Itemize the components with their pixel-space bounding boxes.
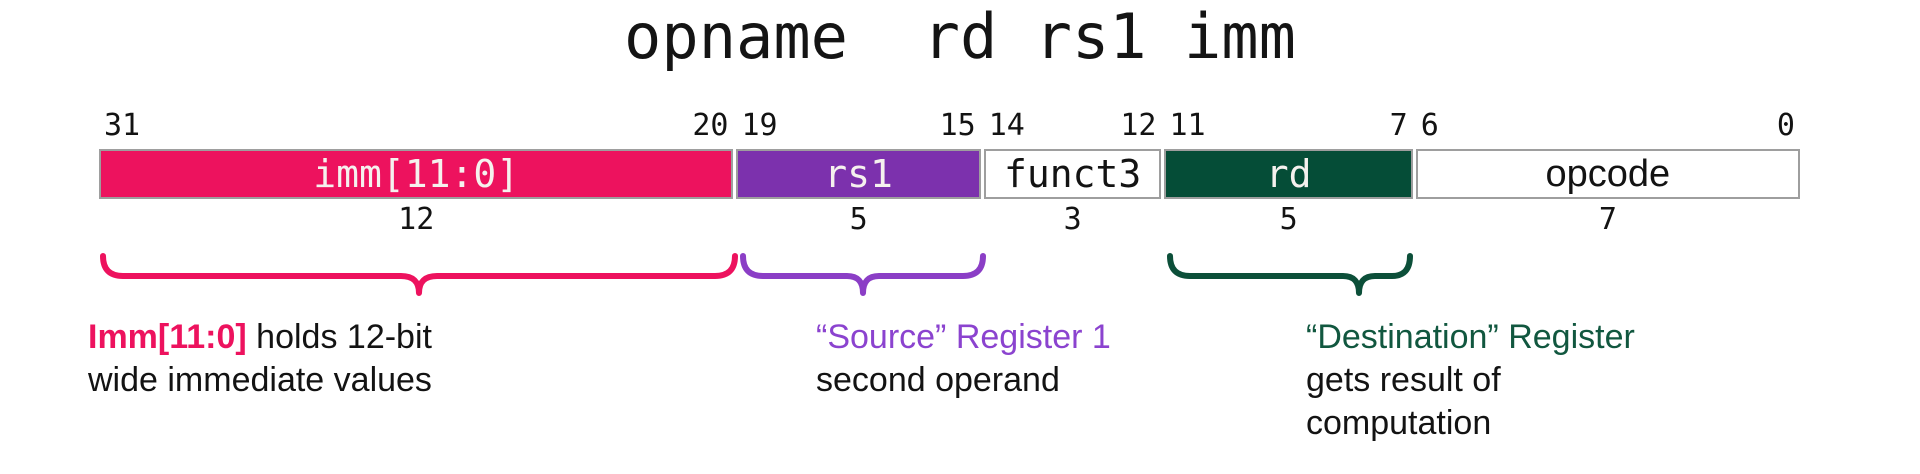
annotation-rs1: “Source” Register 1 second operand <box>816 316 1111 402</box>
field-bit-width: 7 <box>1598 202 1617 237</box>
bitfield-bar: 31 20 imm[11:0] 12 19 15 rs1 5 14 12 <box>99 110 1800 236</box>
underbrace-imm <box>99 250 739 300</box>
field-funct3-bit-range: 14 12 <box>984 110 1162 142</box>
bit-lo-label: 0 <box>1776 108 1795 143</box>
field-opcode: 6 0 opcode 7 <box>1415 110 1800 237</box>
bit-hi-label: 14 <box>988 108 1025 143</box>
field-rd-bit-range: 11 7 <box>1164 110 1412 142</box>
field-box-rs1: rs1 <box>736 149 981 199</box>
annotation-rd: “Destination” Register gets result of co… <box>1306 316 1635 445</box>
annotation-rd-line2: gets result of <box>1306 361 1501 399</box>
bit-lo-label: 7 <box>1389 108 1408 143</box>
field-box-funct3: funct3 <box>983 149 1162 199</box>
field-box-rd: rd <box>1164 149 1413 199</box>
field-label: imm[11:0] <box>313 152 520 196</box>
annotation-rd-line3: computation <box>1306 404 1492 442</box>
field-imm: 31 20 imm[11:0] 12 <box>99 110 734 237</box>
bit-hi-label: 11 <box>1169 108 1206 143</box>
annotation-rd-line1: “Destination” Register <box>1306 318 1635 356</box>
field-label: rd <box>1265 152 1312 196</box>
field-rs1: 19 15 rs1 5 <box>736 110 981 237</box>
bit-lo-label: 15 <box>939 108 976 143</box>
bit-hi-label: 31 <box>104 108 141 143</box>
annotation-imm-highlight: Imm[11:0] <box>88 318 247 356</box>
field-box-opcode: opcode <box>1415 149 1800 199</box>
field-label: funct3 <box>1003 152 1142 196</box>
field-rd: 11 7 rd 5 <box>1164 110 1413 237</box>
bit-lo-label: 20 <box>692 108 729 143</box>
field-opcode-bit-range: 6 0 <box>1416 110 1800 142</box>
field-imm-bit-range: 31 20 <box>99 110 733 142</box>
annotation-imm-line2: wide immediate values <box>88 361 432 399</box>
annotation-imm-line1: Imm[11:0] holds 12-bit <box>88 316 432 359</box>
instruction-title: opname rd rs1 imm <box>624 0 1296 73</box>
underbrace-rd <box>1166 250 1414 300</box>
field-bit-width: 12 <box>398 202 435 237</box>
annotation-rs1-line1: “Source” Register 1 <box>816 318 1111 356</box>
annotation-rs1-line2: second operand <box>816 361 1060 399</box>
field-funct3: 14 12 funct3 3 <box>983 110 1162 237</box>
annotation-imm-line1-rest: holds 12-bit <box>246 318 432 356</box>
bit-hi-label: 6 <box>1420 108 1439 143</box>
field-label: opcode <box>1545 152 1671 195</box>
field-box-imm: imm[11:0] <box>99 149 734 199</box>
field-label: rs1 <box>824 152 893 196</box>
underbrace-rs1 <box>739 250 987 300</box>
bit-lo-label: 12 <box>1120 108 1157 143</box>
annotation-imm: Imm[11:0] holds 12-bit wide immediate va… <box>88 316 432 402</box>
field-rs1-bit-range: 19 15 <box>736 110 980 142</box>
bit-hi-label: 19 <box>741 108 778 143</box>
field-bit-width: 5 <box>1279 202 1298 237</box>
field-bit-width: 3 <box>1063 202 1082 237</box>
field-bit-width: 5 <box>849 202 868 237</box>
